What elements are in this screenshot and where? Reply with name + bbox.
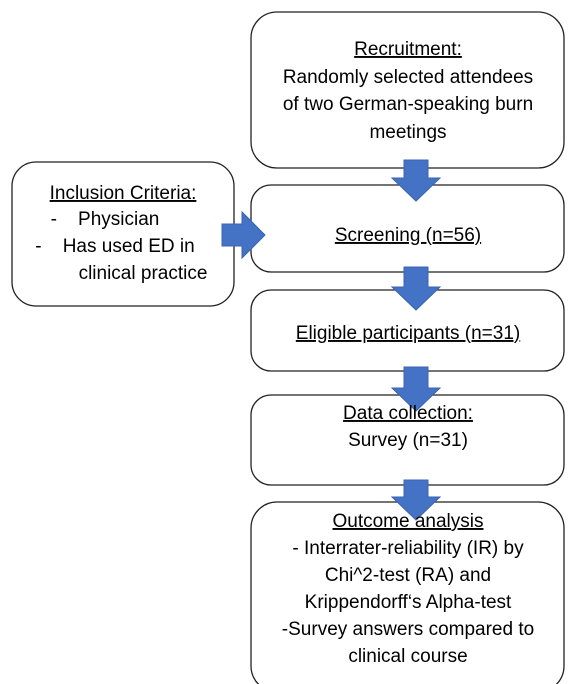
outcome-line: Chi^2-test (RA) and bbox=[325, 565, 491, 586]
outcome-title: Outcome analysis bbox=[332, 511, 483, 532]
inclusion-line: - Has used ED in bbox=[35, 236, 194, 257]
eligible-title: Eligible participants (n=31) bbox=[296, 323, 520, 344]
inclusion-line: - Physician bbox=[51, 209, 160, 230]
data-collection-line: Survey (n=31) bbox=[348, 430, 468, 451]
arrow-down bbox=[390, 266, 442, 311]
recruitment-line: meetings bbox=[369, 122, 446, 143]
outcome-line: Krippendorff‘s Alpha-test bbox=[305, 592, 512, 613]
arrow-right bbox=[221, 210, 266, 260]
arrow-down bbox=[390, 366, 442, 412]
inclusion-line: clinical practice bbox=[79, 263, 208, 284]
outcome-line: -Survey answers compared to bbox=[282, 619, 534, 640]
recruitment-title: Recruitment: bbox=[354, 39, 462, 60]
recruitment-line: of two German-speaking burn bbox=[283, 94, 533, 115]
outcome-line: clinical course bbox=[348, 646, 467, 667]
screening-title: Screening (n=56) bbox=[335, 225, 481, 246]
outcome-line: - Interrater-reliability (IR) by bbox=[292, 538, 524, 559]
arrow-down bbox=[390, 479, 442, 521]
recruitment-line: Randomly selected attendees bbox=[283, 67, 533, 88]
data-collection-title: Data collection: bbox=[343, 403, 473, 424]
inclusion-title: Inclusion Criteria: bbox=[50, 183, 197, 204]
arrow-down bbox=[390, 159, 442, 202]
recruitment-box bbox=[250, 11, 565, 169]
